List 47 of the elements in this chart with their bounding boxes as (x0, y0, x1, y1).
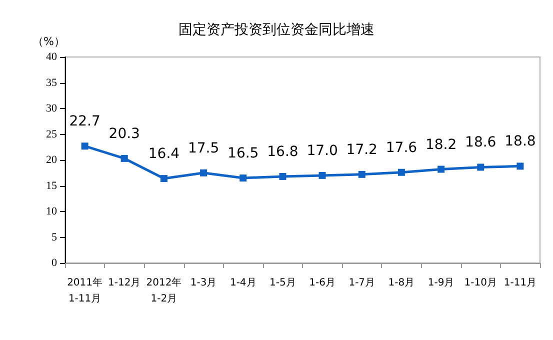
x-tick-label: 1-7月 (348, 278, 376, 288)
y-tick-label: 35 (46, 76, 58, 89)
point (358, 170, 366, 178)
point (81, 142, 88, 150)
x-tick-label: 1-4月 (230, 278, 256, 288)
y-tick-label: 0 (52, 257, 58, 269)
text: 18.6 (465, 134, 496, 151)
x-tick-label: 2012年 1-2月 (146, 276, 182, 304)
point (398, 168, 405, 176)
y-tick-label: 15 (46, 180, 58, 192)
point (160, 175, 168, 182)
text: 17.6 (386, 140, 418, 156)
point (438, 166, 445, 173)
text: 16.4 (148, 146, 180, 162)
y-tick-label: 40 (46, 51, 58, 63)
x-tick-label: 1-9月 (428, 278, 454, 288)
x-tick-label: 1-11月 (504, 278, 537, 288)
y-tick-label: 20 (46, 154, 58, 166)
y-tick-label: 10 (46, 206, 58, 218)
text: 20.3 (108, 126, 140, 142)
x-tick-label: 1-10月 (464, 278, 497, 288)
point (516, 162, 524, 170)
x-tick-label: 2011年 1-11月 (67, 276, 103, 304)
text: 17.0 (306, 142, 338, 159)
text: 18.8 (504, 134, 536, 150)
text: 18.2 (425, 136, 457, 153)
text: 22.7 (69, 114, 100, 130)
text: 17.5 (188, 140, 220, 156)
text: 16.8 (267, 144, 298, 160)
y-tick-label: 5 (52, 231, 58, 244)
point (240, 174, 247, 182)
y-tick-label: 25 (46, 128, 58, 140)
point (477, 164, 484, 171)
x-tick-label: 1-5月 (270, 278, 296, 288)
point (318, 172, 326, 179)
y-tick-label: 30 (46, 102, 58, 114)
x-tick-label: 1-3月 (190, 278, 217, 288)
y-axis-title: （%） (32, 35, 65, 48)
chart-title: 固定资产投资到位资金同比增速 (178, 22, 374, 38)
x-tick-label: 1-8月 (388, 278, 415, 288)
point (120, 154, 128, 162)
x-tick-label: 1-6月 (309, 278, 336, 288)
point (279, 172, 286, 180)
text: 16.5 (228, 146, 259, 162)
text: 17.2 (346, 142, 378, 158)
point (200, 169, 208, 176)
x-tick-label: 1-12月 (108, 278, 141, 288)
